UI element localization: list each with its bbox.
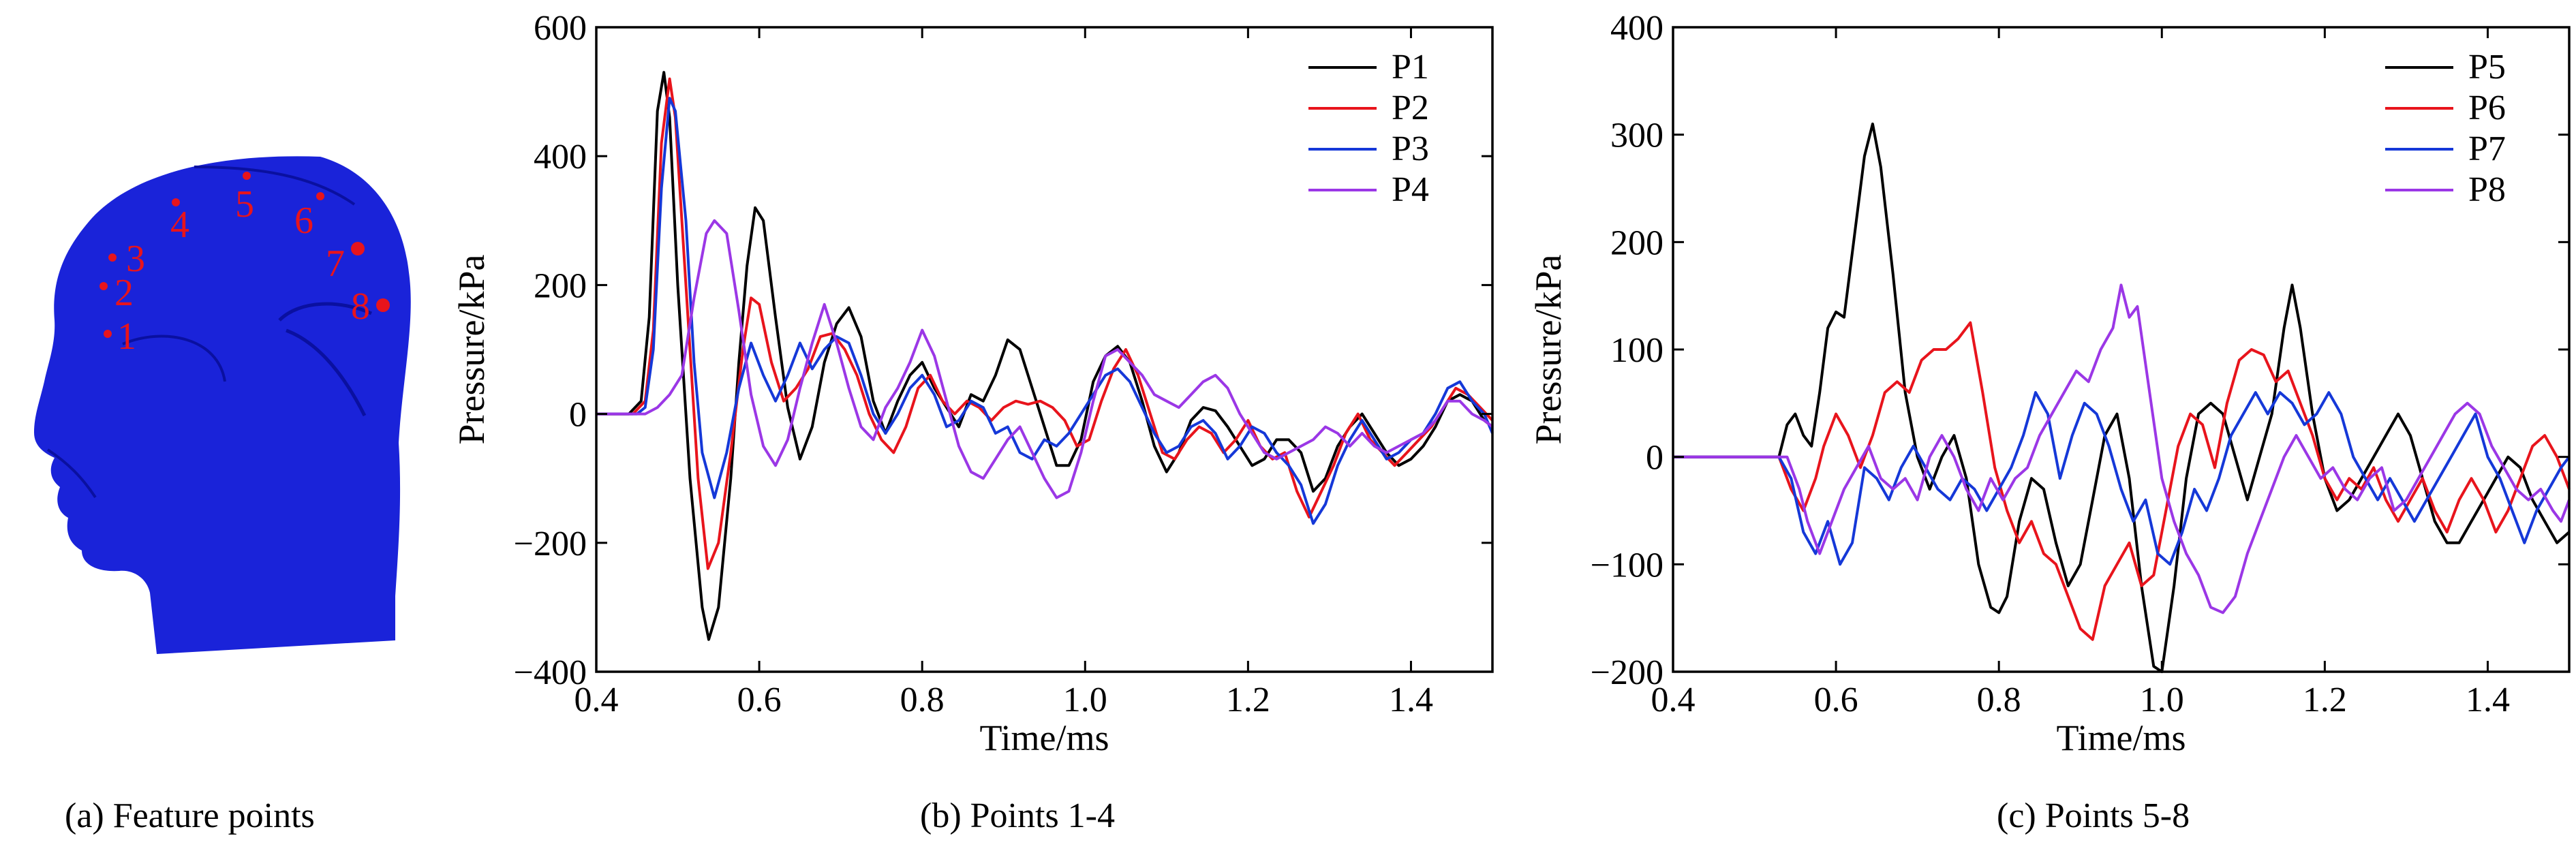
feature-point-1 xyxy=(104,330,112,338)
feature-point-4 xyxy=(172,198,180,206)
series-line-p4 xyxy=(596,219,1494,499)
x-tick-label: 1.0 xyxy=(1063,681,1107,719)
x-tick-label: 1.4 xyxy=(1389,681,1433,719)
feature-point-label-1: 1 xyxy=(117,315,136,358)
y-tick-label: 400 xyxy=(534,138,587,176)
head-silhouette xyxy=(34,156,411,654)
feature-point-7 xyxy=(351,242,365,255)
series-line-p7 xyxy=(1673,391,2571,566)
caption-c: (c) Points 5-8 xyxy=(1997,796,2190,835)
chart-points-1-4: 0.4 0.6 0.8 1.0 1.2 1.4 −400 −200 0 200 400 600 Time… xyxy=(451,9,1494,758)
y-tick-label: 0 xyxy=(1646,439,1663,478)
caption-a: (a) Feature points xyxy=(65,796,315,835)
skull-line xyxy=(122,335,226,382)
x-axis-label: Time/ms xyxy=(979,717,1109,758)
y-tick-label: −400 xyxy=(514,653,587,692)
chart-points-5-8: 0.4 0.6 0.8 1.0 1.2 1.4 −200 −100 0 100 200 300 400 T… xyxy=(1528,9,2571,758)
plot-frame xyxy=(1672,26,2571,673)
caption-b: (b) Points 1-4 xyxy=(920,796,1115,835)
y-tick-label: 200 xyxy=(1610,223,1663,262)
feature-point-label-6: 6 xyxy=(294,200,313,242)
x-tick-label: 0.4 xyxy=(1651,681,1696,719)
feature-point-6 xyxy=(316,192,324,200)
legend-label-p8: P8 xyxy=(2468,170,2506,209)
legend-label-p7: P7 xyxy=(2468,129,2506,168)
y-tick-label: 100 xyxy=(1610,331,1663,370)
feature-point-label-3: 3 xyxy=(126,238,145,280)
x-tick-label: 0.6 xyxy=(737,681,782,719)
ear-outline-lower xyxy=(286,328,367,417)
y-tick-label: 200 xyxy=(534,266,587,305)
x-axis-label: Time/ms xyxy=(2056,717,2186,758)
eye-shading xyxy=(46,448,97,499)
x-tick-label: 1.2 xyxy=(1226,681,1270,719)
feature-point-label-2: 2 xyxy=(114,272,134,314)
legend-label-p4: P4 xyxy=(1392,170,1429,209)
legend-label-p1: P1 xyxy=(1392,48,1429,87)
feature-point-label-5: 5 xyxy=(235,183,254,226)
y-axis-label: Pressure/kPa xyxy=(451,254,492,444)
series-line-p1 xyxy=(596,71,1494,641)
y-tick-label: 0 xyxy=(569,396,587,435)
legend-label-p5: P5 xyxy=(2468,48,2506,87)
legend-label-p2: P2 xyxy=(1392,89,1429,127)
x-tick-label: 1.0 xyxy=(2140,681,2184,719)
x-tick-label: 0.4 xyxy=(574,681,619,719)
x-tick-label: 0.6 xyxy=(1814,681,1858,719)
x-tick-label: 0.8 xyxy=(1977,681,2021,719)
y-tick-label: −200 xyxy=(1591,653,1663,692)
legend-label-p6: P6 xyxy=(2468,89,2506,127)
y-tick-label: 400 xyxy=(1610,9,1663,48)
y-tick-label: −100 xyxy=(1591,546,1663,585)
feature-point-5 xyxy=(243,172,251,180)
feature-point-8 xyxy=(376,298,390,312)
top-skull-line xyxy=(194,166,356,206)
x-tick-label: 1.2 xyxy=(2303,681,2347,719)
y-axis-label: Pressure/kPa xyxy=(1528,254,1569,444)
x-tick-label: 0.8 xyxy=(900,681,945,719)
legend-label-p3: P3 xyxy=(1392,129,1429,168)
y-tick-label: 300 xyxy=(1610,116,1663,155)
feature-point-label-7: 7 xyxy=(326,243,345,285)
x-tick-label: 1.4 xyxy=(2466,681,2510,719)
feature-point-3 xyxy=(108,253,117,262)
series-line-p5 xyxy=(1673,122,2571,673)
series-line-p8 xyxy=(1673,283,2571,615)
series-line-p3 xyxy=(596,97,1494,525)
y-tick-label: −200 xyxy=(514,525,587,563)
series-line-p2 xyxy=(596,77,1494,570)
feature-point-label-8: 8 xyxy=(351,285,370,328)
y-tick-label: 600 xyxy=(534,9,587,48)
plot-frame xyxy=(595,26,1494,673)
feature-point-2 xyxy=(99,282,108,290)
ear-outline xyxy=(278,302,373,322)
feature-point-label-4: 4 xyxy=(170,204,189,246)
series-line-p6 xyxy=(1673,321,2571,641)
